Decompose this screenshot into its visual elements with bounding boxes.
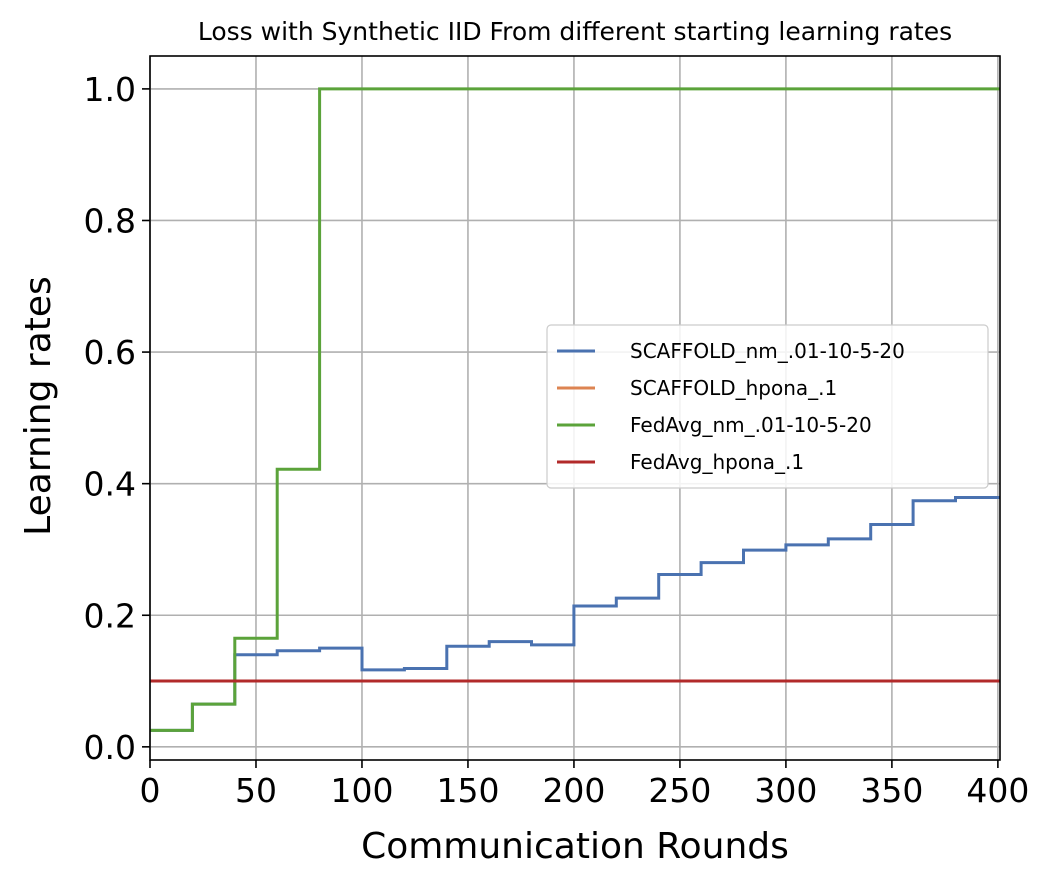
series-layer bbox=[150, 87, 1000, 732]
y-tick-label: 0.4 bbox=[84, 465, 136, 504]
x-tick-label: 50 bbox=[235, 771, 277, 810]
legend-label: FedAvg_hpona_.1 bbox=[630, 450, 804, 474]
legend-label: SCAFFOLD_nm_.01-10-5-20 bbox=[630, 339, 905, 363]
x-tick-label: 100 bbox=[330, 771, 393, 810]
x-tick-label: 0 bbox=[140, 771, 161, 810]
y-axis: 0.0 0.2 0.4 0.6 0.8 1.0 bbox=[84, 70, 150, 767]
y-tick-label: 0.6 bbox=[84, 333, 136, 372]
legend-box bbox=[546, 324, 989, 489]
x-tick-label: 200 bbox=[542, 771, 605, 810]
series-line bbox=[150, 496, 1000, 732]
x-axis: 0 50 100 150 200 250 300 350 400 bbox=[140, 760, 1029, 810]
chart-title: Loss with Synthetic IID From different s… bbox=[198, 17, 952, 46]
x-axis-label: Communication Rounds bbox=[361, 826, 789, 867]
x-tick-label: 350 bbox=[860, 771, 923, 810]
plot-frame bbox=[149, 55, 1001, 761]
x-tick-label: 250 bbox=[648, 771, 711, 810]
x-tick-label: 400 bbox=[966, 771, 1029, 810]
series-line bbox=[150, 87, 1000, 732]
y-tick-label: 0.2 bbox=[84, 596, 136, 635]
legend-label: SCAFFOLD_hpona_.1 bbox=[630, 376, 837, 400]
y-axis-label: Learning rates bbox=[18, 276, 59, 536]
x-tick-label: 150 bbox=[436, 771, 499, 810]
y-tick-label: 0.8 bbox=[84, 201, 136, 240]
legend: SCAFFOLD_nm_.01-10-5-20 SCAFFOLD_hpona_.1… bbox=[546, 324, 989, 489]
y-tick-label: 0.0 bbox=[84, 728, 136, 767]
legend-label: FedAvg_nm_.01-10-5-20 bbox=[630, 413, 872, 437]
y-tick-label: 1.0 bbox=[84, 70, 136, 109]
x-tick-label: 300 bbox=[754, 771, 817, 810]
